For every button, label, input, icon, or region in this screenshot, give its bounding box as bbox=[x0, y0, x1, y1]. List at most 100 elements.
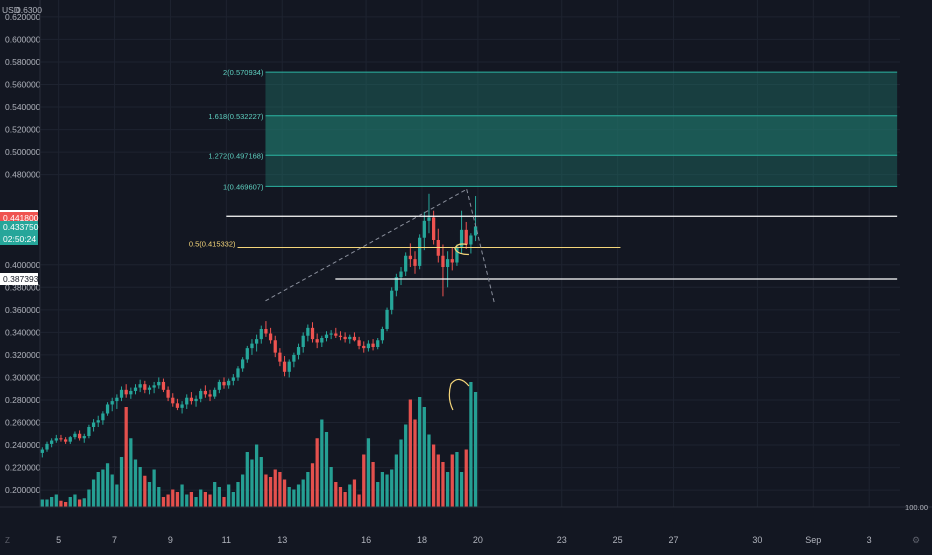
volume-bar bbox=[352, 479, 357, 507]
candle-body bbox=[418, 237, 422, 266]
candle-body bbox=[464, 229, 468, 245]
candle-body bbox=[324, 334, 329, 338]
candle-body bbox=[268, 333, 273, 341]
volume-bar bbox=[185, 494, 189, 507]
candle-body bbox=[413, 259, 417, 266]
candlestick-series bbox=[40, 193, 478, 458]
time-tick-label: 9 bbox=[168, 535, 173, 545]
candle-body bbox=[282, 361, 287, 372]
fib-extension-drawing: 2(0.570934) 1.618(0.532227) 1.272(0.497168… bbox=[208, 68, 898, 191]
volume-bar bbox=[82, 498, 86, 507]
volume-bar bbox=[157, 487, 161, 507]
volume-bar bbox=[385, 474, 389, 507]
price-tick-label: 0.220000 bbox=[5, 463, 41, 473]
time-tick-label: 16 bbox=[361, 535, 371, 545]
volume-bar bbox=[203, 492, 208, 507]
candle-body bbox=[101, 413, 105, 421]
volume-bar bbox=[87, 489, 91, 507]
candle-body bbox=[185, 397, 189, 405]
volume-bar bbox=[459, 472, 464, 507]
candle-body bbox=[315, 339, 319, 343]
price-tick-label: 0.300000 bbox=[5, 372, 41, 382]
volume-bar bbox=[264, 474, 268, 507]
volume-bar bbox=[254, 444, 259, 507]
candle-body bbox=[236, 368, 240, 378]
price-tick-label: 0.380000 bbox=[5, 282, 41, 292]
volume-bar bbox=[371, 462, 375, 507]
volume-bar bbox=[296, 484, 301, 507]
volume-bar bbox=[189, 492, 194, 507]
volume-bar bbox=[110, 474, 114, 507]
volume-bar bbox=[366, 438, 371, 507]
candle-body bbox=[180, 404, 184, 408]
candle-body bbox=[371, 343, 375, 348]
volume-bar bbox=[464, 449, 468, 507]
candle-body bbox=[399, 271, 403, 278]
volume-bar bbox=[161, 497, 166, 507]
candle-body bbox=[254, 339, 259, 344]
volume-bar bbox=[441, 462, 445, 507]
volume-bar bbox=[45, 499, 49, 507]
candle-body bbox=[194, 398, 198, 402]
candle-body bbox=[166, 389, 170, 398]
candle-body bbox=[68, 437, 72, 442]
price-tick-label: 0.620000 bbox=[5, 12, 41, 22]
candle-body bbox=[208, 394, 212, 397]
candle-body bbox=[157, 381, 161, 386]
last-price-label: 0.433750 bbox=[0, 220, 38, 233]
candle-body bbox=[394, 277, 398, 291]
candle-body bbox=[334, 333, 338, 336]
timezone-icon: Z bbox=[5, 536, 10, 545]
candle-body bbox=[222, 381, 226, 386]
candle-body bbox=[115, 397, 119, 402]
volume-bar bbox=[334, 482, 338, 507]
volume-bar bbox=[431, 444, 436, 507]
volume-bar bbox=[338, 487, 343, 507]
volume-bar bbox=[268, 477, 273, 507]
volume-bar bbox=[227, 484, 231, 507]
time-tick-label: 25 bbox=[613, 535, 623, 545]
candle-body bbox=[152, 385, 156, 388]
candle-body bbox=[259, 328, 263, 340]
candle-body bbox=[189, 397, 194, 402]
candle-body bbox=[87, 427, 91, 437]
volume-bar bbox=[245, 452, 249, 507]
volume-bar bbox=[96, 472, 100, 507]
volume-bar bbox=[301, 479, 305, 507]
candle-body bbox=[431, 217, 436, 240]
volume-bar bbox=[343, 492, 347, 507]
price-tick-label: 0.400000 bbox=[5, 260, 41, 270]
volume-bar bbox=[133, 459, 138, 507]
price-axis-currency: USD bbox=[2, 5, 20, 15]
candle-body bbox=[301, 335, 305, 348]
countdown-label: 02:50:24 bbox=[0, 233, 38, 246]
time-tick-label: 23 bbox=[557, 535, 567, 545]
candle-body bbox=[352, 336, 357, 341]
candle-body bbox=[50, 440, 54, 444]
time-tick-label: 27 bbox=[669, 535, 679, 545]
candle-body bbox=[404, 255, 408, 272]
volume-bar bbox=[282, 479, 287, 507]
candle-body bbox=[376, 340, 380, 348]
volume-bar bbox=[50, 497, 54, 507]
volume-bar bbox=[213, 482, 217, 507]
price-tick-label: 0.340000 bbox=[5, 327, 41, 337]
line-drawings: 0.5(0.415332) bbox=[189, 188, 898, 411]
volume-bar bbox=[171, 489, 175, 507]
projection-line bbox=[466, 189, 496, 305]
volume-bar bbox=[208, 494, 212, 507]
volume-bar bbox=[469, 382, 473, 507]
candle-body bbox=[459, 229, 464, 247]
price-axis-header[interactable]: USD 0.6300 bbox=[2, 5, 42, 15]
volume-bar bbox=[124, 407, 128, 507]
candle-body bbox=[366, 343, 371, 349]
volume-bar bbox=[222, 497, 226, 507]
candle-body bbox=[380, 328, 385, 341]
volume-bar bbox=[329, 467, 333, 507]
candle-body bbox=[469, 235, 473, 245]
candle-body bbox=[227, 380, 231, 386]
candle-body bbox=[203, 390, 208, 395]
time-tick-label: 7 bbox=[112, 535, 117, 545]
